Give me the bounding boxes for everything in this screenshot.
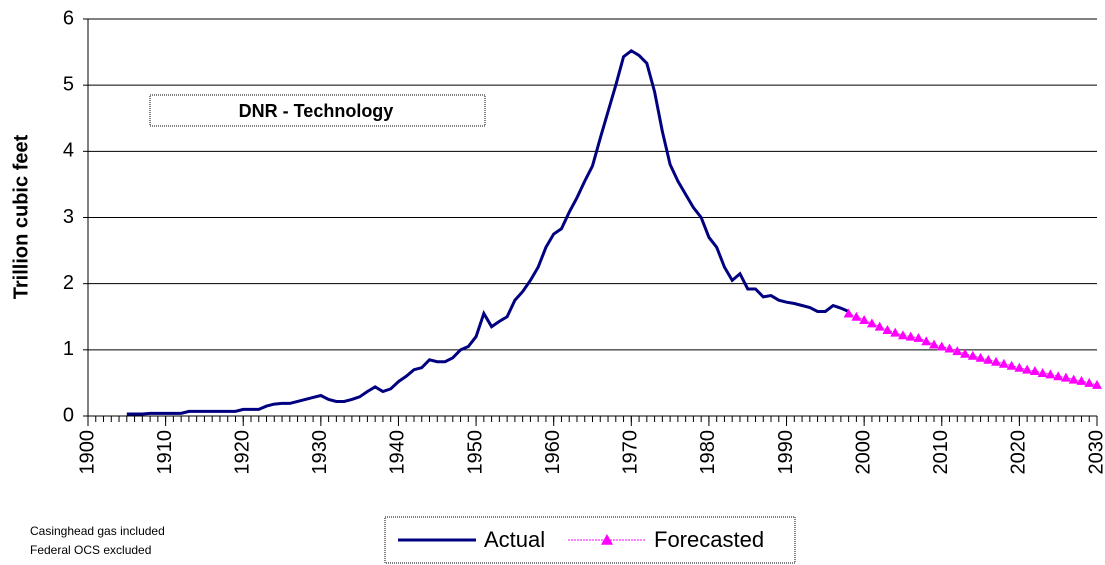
marker bbox=[905, 331, 916, 341]
line bbox=[126, 48, 850, 416]
y-axis-label: Trillion cubic feet bbox=[10, 134, 32, 299]
marker bbox=[851, 311, 862, 321]
annotation: DNR - Technology bbox=[239, 101, 394, 121]
marker bbox=[843, 308, 854, 318]
x-tick-label: 1940 bbox=[387, 430, 409, 475]
y-tick-label: 1 bbox=[63, 338, 74, 360]
marker bbox=[1060, 372, 1071, 382]
marker bbox=[1037, 367, 1048, 377]
marker bbox=[859, 315, 870, 325]
marker bbox=[882, 324, 893, 334]
note: Federal OCS excluded bbox=[30, 543, 151, 557]
marker bbox=[1092, 379, 1102, 389]
marker bbox=[975, 352, 986, 362]
note: Casinghead gas included bbox=[30, 524, 165, 538]
marker bbox=[929, 339, 940, 349]
y-tick-label: 6 bbox=[63, 7, 74, 29]
marker bbox=[1068, 374, 1079, 384]
marker bbox=[944, 343, 955, 353]
marker bbox=[890, 327, 901, 337]
y-tick-label: 2 bbox=[63, 272, 74, 294]
x-tick-label: 1900 bbox=[76, 430, 98, 475]
marker bbox=[1084, 377, 1095, 387]
legend-marker bbox=[601, 534, 613, 545]
marker bbox=[1014, 362, 1025, 372]
x-tick-label: 1950 bbox=[464, 430, 486, 475]
marker bbox=[1029, 366, 1040, 376]
y-tick-label: 5 bbox=[63, 73, 74, 95]
marker bbox=[967, 350, 978, 360]
marker bbox=[952, 346, 963, 356]
marker bbox=[1006, 360, 1017, 370]
x-tick-label: 1970 bbox=[620, 430, 642, 475]
marker bbox=[936, 341, 947, 351]
y-tick-label: 3 bbox=[63, 206, 74, 228]
y-tick-label: 0 bbox=[63, 404, 74, 426]
marker bbox=[1045, 369, 1056, 379]
marker bbox=[897, 330, 908, 340]
marker bbox=[998, 358, 1009, 368]
marker bbox=[991, 356, 1002, 366]
marker bbox=[921, 336, 932, 346]
marker bbox=[866, 318, 877, 328]
marker bbox=[1076, 375, 1087, 385]
y-tick-label: 4 bbox=[63, 140, 74, 162]
x-tick-label: 2010 bbox=[930, 430, 952, 475]
marker bbox=[874, 321, 885, 331]
line bbox=[848, 312, 1098, 386]
annotation-box bbox=[149, 94, 486, 127]
marker bbox=[983, 354, 994, 364]
x-tick-label: 1960 bbox=[542, 430, 564, 475]
legend-label: Actual bbox=[484, 527, 545, 552]
marker bbox=[1053, 371, 1064, 381]
x-tick-label: 1930 bbox=[309, 430, 331, 475]
x-tick-label: 1990 bbox=[775, 430, 797, 475]
x-tick-label: 1920 bbox=[232, 430, 254, 475]
x-tick-label: 2020 bbox=[1008, 430, 1030, 475]
legend-label: Forecasted bbox=[654, 527, 764, 552]
marker bbox=[960, 348, 971, 358]
x-tick-label: 2000 bbox=[852, 430, 874, 475]
x-tick-label: 1980 bbox=[697, 430, 719, 475]
x-tick-label: 1910 bbox=[154, 430, 176, 475]
x-tick-label: 2030 bbox=[1085, 430, 1105, 475]
marker bbox=[1022, 364, 1033, 374]
marker bbox=[913, 332, 924, 342]
